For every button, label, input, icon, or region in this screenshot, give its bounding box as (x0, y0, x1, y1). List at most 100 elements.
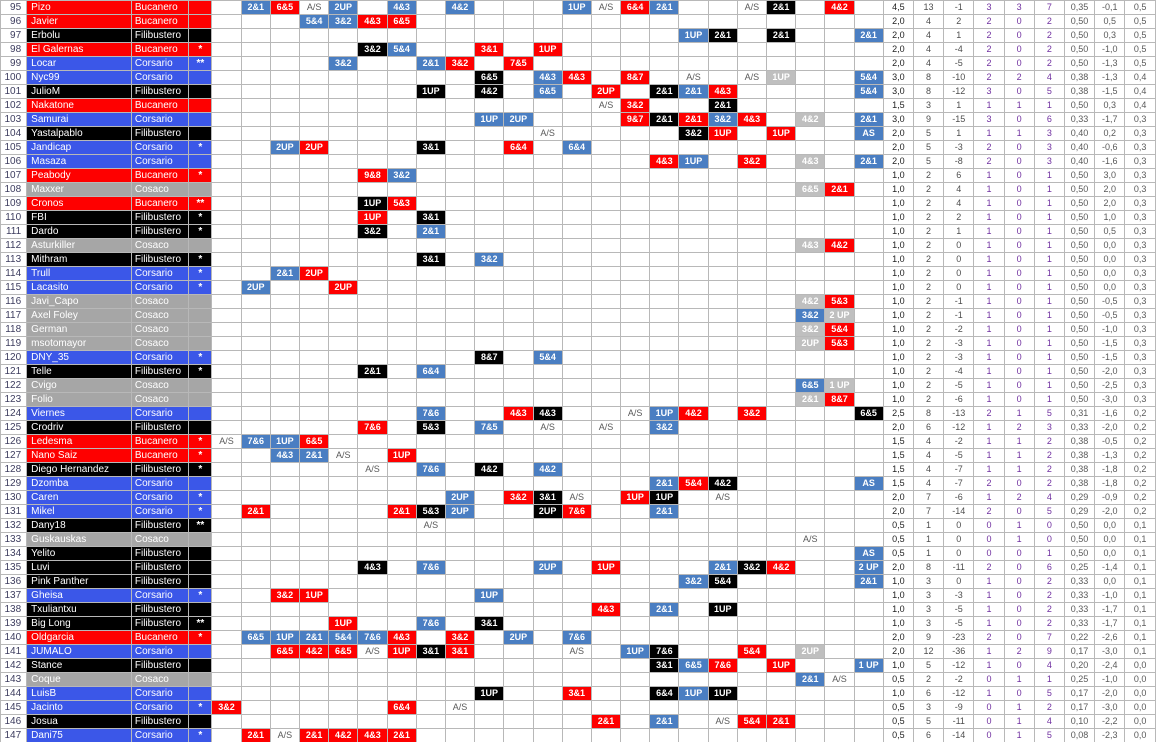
stat-cell[interactable]: 3,0 (1094, 168, 1126, 183)
empty-cell[interactable] (736, 84, 768, 99)
stat-cell[interactable]: -1,5 (1094, 336, 1126, 351)
empty-cell[interactable] (620, 322, 651, 337)
empty-cell[interactable] (386, 364, 417, 379)
empty-cell[interactable] (795, 434, 826, 449)
empty-cell[interactable] (211, 644, 242, 659)
empty-cell[interactable] (357, 70, 388, 85)
empty-cell[interactable] (269, 42, 301, 57)
stat-cell[interactable]: 0,40 (1063, 126, 1096, 141)
team-cell[interactable]: Cosaco (130, 308, 190, 323)
match-result-cell[interactable]: 7&6 (707, 658, 738, 673)
player-name-cell[interactable]: Pizo (26, 0, 132, 15)
empty-cell[interactable] (532, 14, 563, 29)
stat-cell[interactable]: 2 (912, 378, 945, 393)
empty-cell[interactable] (328, 98, 359, 113)
empty-cell[interactable] (474, 28, 505, 43)
stat-cell[interactable]: 0,3 (1124, 140, 1156, 155)
empty-cell[interactable] (620, 476, 651, 491)
stat-cell[interactable]: 0 (1003, 392, 1035, 407)
empty-cell[interactable] (298, 602, 330, 617)
stat-cell[interactable]: 1,0 (882, 308, 914, 323)
empty-cell[interactable] (474, 294, 505, 309)
stat-cell[interactable]: 0,1 (1124, 546, 1156, 561)
empty-cell[interactable] (211, 462, 242, 477)
empty-cell[interactable] (620, 546, 651, 561)
match-result-cell[interactable]: 6&5 (386, 14, 417, 29)
empty-cell[interactable] (736, 574, 768, 589)
stat-cell[interactable]: 1 (973, 462, 1005, 477)
stat-cell[interactable]: 1 (1033, 322, 1065, 337)
empty-cell[interactable] (561, 560, 592, 575)
row-number[interactable]: 115 (0, 280, 28, 295)
empty-cell[interactable] (678, 98, 709, 113)
stat-cell[interactable]: 1,0 (882, 294, 914, 309)
stat-cell[interactable]: -1,4 (1094, 560, 1126, 575)
stat-cell[interactable]: 0,3 (1124, 168, 1156, 183)
empty-cell[interactable] (269, 700, 301, 715)
empty-cell[interactable] (765, 406, 797, 421)
match-result-cell[interactable]: 3&1 (474, 42, 505, 57)
stat-cell[interactable]: 1 (1003, 98, 1035, 113)
stat-cell[interactable]: 0,22 (1063, 630, 1096, 645)
stat-cell[interactable]: 1 (1003, 434, 1035, 449)
match-result-cell[interactable]: 1UP (590, 560, 622, 575)
empty-cell[interactable] (765, 308, 797, 323)
empty-cell[interactable] (240, 644, 271, 659)
empty-cell[interactable] (503, 616, 534, 631)
empty-cell[interactable] (444, 546, 476, 561)
stat-cell[interactable]: 1 (973, 210, 1005, 225)
empty-cell[interactable] (211, 686, 242, 701)
stat-cell[interactable]: 0 (1003, 14, 1035, 29)
empty-cell[interactable] (474, 322, 505, 337)
empty-cell[interactable] (444, 714, 476, 729)
empty-cell[interactable] (503, 350, 534, 365)
match-result-cell[interactable]: 9&7 (620, 112, 651, 127)
empty-cell[interactable] (736, 322, 768, 337)
stat-cell[interactable]: 0 (1003, 588, 1035, 603)
team-cell[interactable]: Filibustero (130, 658, 190, 673)
empty-cell[interactable] (824, 560, 855, 575)
empty-cell[interactable] (853, 350, 884, 365)
empty-cell[interactable] (736, 504, 768, 519)
empty-cell[interactable] (444, 322, 476, 337)
match-result-cell[interactable]: 6&4 (620, 0, 651, 15)
empty-cell[interactable] (678, 42, 709, 57)
empty-cell[interactable] (736, 546, 768, 561)
empty-cell[interactable] (357, 98, 388, 113)
empty-cell[interactable] (444, 448, 476, 463)
stat-cell[interactable]: 0,1 (1124, 630, 1156, 645)
empty-cell[interactable] (561, 252, 592, 267)
empty-cell[interactable] (474, 378, 505, 393)
team-cell[interactable]: Cosaco (130, 378, 190, 393)
match-result-cell[interactable]: 5&4 (707, 574, 738, 589)
match-result-cell[interactable]: 4&3 (357, 560, 388, 575)
empty-cell[interactable] (532, 378, 563, 393)
match-result-cell[interactable]: 2UP (532, 504, 563, 519)
match-result-cell[interactable]: 3&1 (649, 658, 680, 673)
match-result-cell[interactable]: 4&2 (474, 84, 505, 99)
stat-cell[interactable]: 2 (912, 266, 945, 281)
match-result-cell[interactable]: 2&1 (415, 224, 446, 239)
empty-cell[interactable] (298, 322, 330, 337)
player-name-cell[interactable]: Oldgarcia (26, 630, 132, 645)
empty-cell[interactable] (853, 238, 884, 253)
stat-cell[interactable]: 1 (1003, 406, 1035, 421)
stat-cell[interactable]: 2,0 (882, 560, 914, 575)
stars-cell[interactable]: * (188, 462, 213, 477)
empty-cell[interactable] (357, 126, 388, 141)
empty-cell[interactable] (474, 210, 505, 225)
empty-cell[interactable] (357, 686, 388, 701)
empty-cell[interactable] (590, 658, 622, 673)
stat-cell[interactable]: 1 (1003, 700, 1035, 715)
empty-cell[interactable] (736, 308, 768, 323)
empty-cell[interactable] (678, 196, 709, 211)
match-result-cell[interactable]: 2&1 (357, 364, 388, 379)
row-number[interactable]: 142 (0, 658, 28, 673)
empty-cell[interactable] (357, 322, 388, 337)
stat-cell[interactable]: -11 (943, 714, 975, 729)
empty-cell[interactable] (765, 112, 797, 127)
team-cell[interactable]: Corsario (130, 728, 190, 742)
match-result-cell[interactable]: 2&1 (707, 560, 738, 575)
stars-cell[interactable] (188, 84, 213, 99)
empty-cell[interactable] (649, 126, 680, 141)
